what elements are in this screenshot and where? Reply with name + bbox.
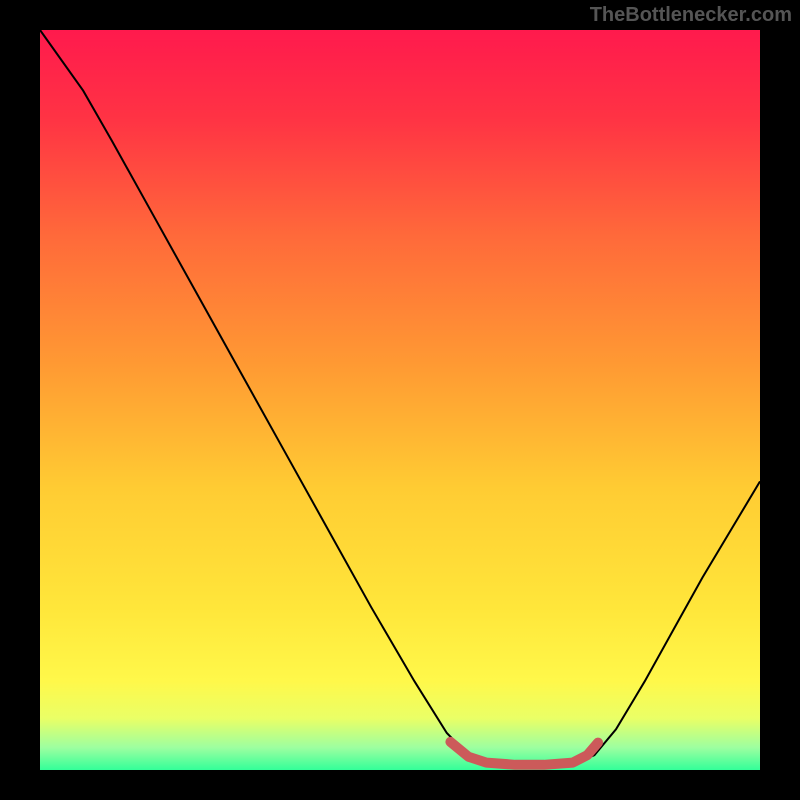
chart-svg <box>0 0 800 800</box>
chart-container: TheBottlenecker.com <box>0 0 800 800</box>
frame-left <box>0 0 40 800</box>
watermark-text: TheBottlenecker.com <box>590 4 792 27</box>
frame-right <box>760 0 800 800</box>
frame-bottom <box>0 770 800 800</box>
plot-background <box>40 30 760 770</box>
